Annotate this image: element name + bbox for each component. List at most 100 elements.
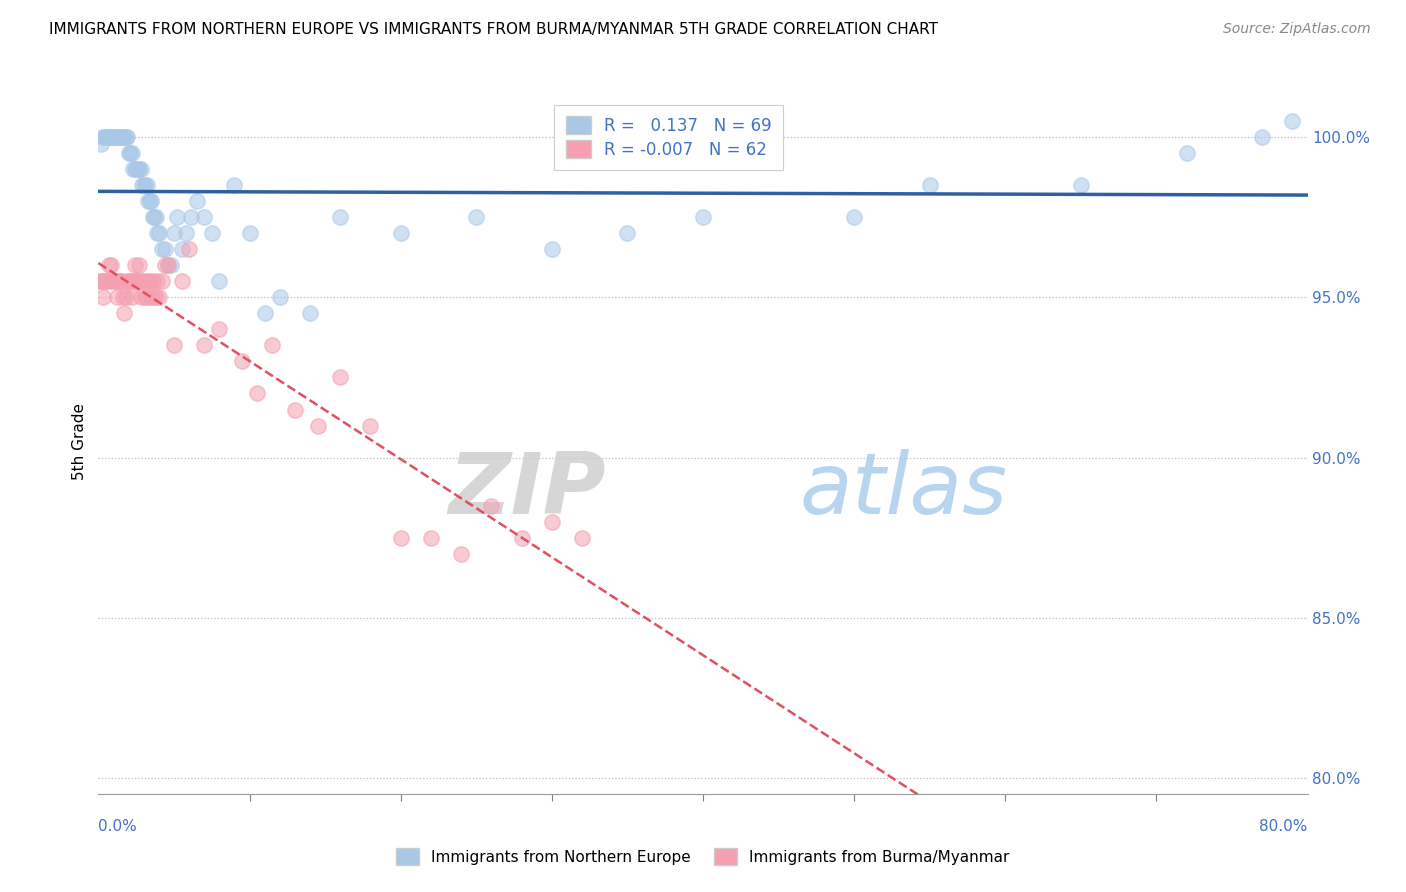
Point [134,290,156,304]
Point [269,290,291,304]
Point [118,274,141,288]
Point [136,194,159,209]
Point [540,243,562,257]
Point [114,290,136,304]
Point [299,306,322,320]
Point [156,259,179,273]
Point [107,130,129,145]
Point [104,274,127,288]
Point [96,274,118,288]
Point [146,227,169,241]
Point [153,243,176,257]
Point [91,290,114,304]
Point [918,178,941,193]
Point [170,243,193,257]
Point [174,227,197,241]
Point [166,211,188,225]
Text: Source: ZipAtlas.com: Source: ZipAtlas.com [1223,22,1371,37]
Point [284,402,307,417]
Point [120,274,142,288]
Point [111,130,134,145]
Point [170,274,193,288]
Point [465,211,488,225]
Point [1175,146,1198,161]
Point [141,194,163,209]
Point [127,274,149,288]
Point [128,259,150,273]
Legend: R =   0.137   N = 69, R = -0.007   N = 62: R = 0.137 N = 69, R = -0.007 N = 62 [554,104,783,170]
Point [307,418,329,433]
Point [156,259,179,273]
Text: IMMIGRANTS FROM NORTHERN EUROPE VS IMMIGRANTS FROM BURMA/MYANMAR 5TH GRADE CORRE: IMMIGRANTS FROM NORTHERN EUROPE VS IMMIG… [49,22,938,37]
Point [93,274,115,288]
Point [125,162,148,177]
Text: 80.0%: 80.0% [1260,820,1308,834]
Point [148,227,170,241]
Point [94,130,117,145]
Point [131,178,153,193]
Point [125,274,148,288]
Point [115,130,138,145]
Point [145,290,167,304]
Point [101,274,124,288]
Point [179,243,201,257]
Point [89,274,111,288]
Point [510,531,533,545]
Text: atlas: atlas [800,450,1008,533]
Point [110,274,132,288]
Point [127,162,149,177]
Point [180,211,202,225]
Point [571,531,593,545]
Point [111,290,134,304]
Point [208,274,231,288]
Point [360,418,382,433]
Point [93,130,115,145]
Point [246,386,269,401]
Point [115,274,138,288]
Point [231,354,253,368]
Point [135,290,157,304]
Point [122,162,145,177]
Point [108,130,131,145]
Point [389,531,412,545]
Point [844,211,866,225]
Point [131,274,153,288]
Point [103,274,125,288]
Legend: Immigrants from Northern Europe, Immigrants from Burma/Myanmar: Immigrants from Northern Europe, Immigra… [391,842,1015,871]
Point [1251,130,1274,145]
Point [110,130,132,145]
Point [124,162,146,177]
Point [108,274,131,288]
Point [1281,114,1303,128]
Point [1070,178,1092,193]
Point [142,211,165,225]
Point [132,274,155,288]
Point [239,227,262,241]
Point [193,211,215,225]
Point [90,136,112,151]
Point [262,338,284,352]
Point [101,130,124,145]
Point [160,259,183,273]
Point [420,531,443,545]
Y-axis label: 5th Grade: 5th Grade [72,403,87,480]
Point [450,547,472,561]
Text: ZIP: ZIP [449,450,606,533]
Point [389,227,412,241]
Point [163,227,186,241]
Point [616,227,638,241]
Point [146,274,169,288]
Point [124,259,146,273]
Point [90,274,112,288]
Point [139,194,162,209]
Point [145,211,167,225]
Point [100,130,122,145]
Point [103,130,125,145]
Point [253,306,276,320]
Point [100,259,122,273]
Point [186,194,208,209]
Point [105,130,128,145]
Point [135,178,157,193]
Point [153,259,176,273]
Point [105,290,128,304]
